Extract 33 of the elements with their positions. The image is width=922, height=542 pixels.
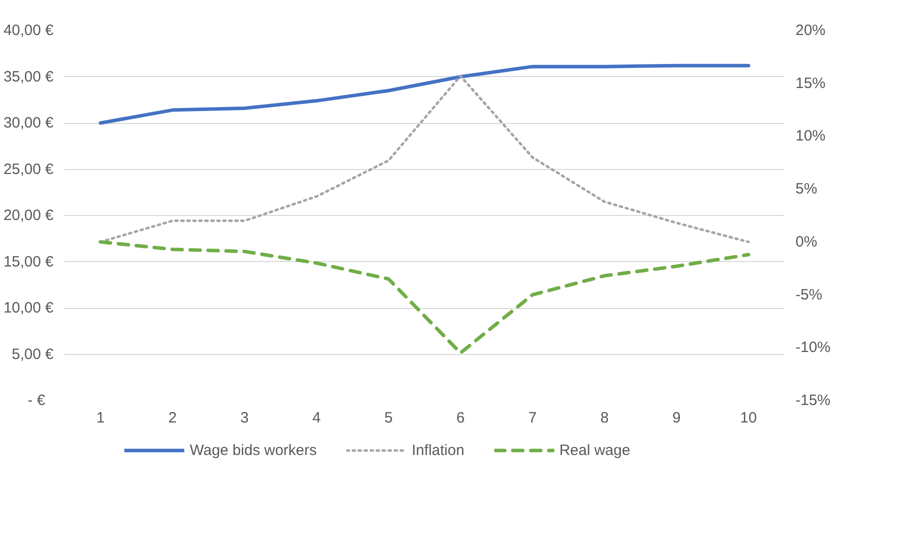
y2-tick-label: 10% bbox=[796, 128, 826, 145]
y2-tick-label: -15% bbox=[796, 392, 831, 409]
x-tick-label: 5 bbox=[384, 410, 393, 426]
x-tick-label: 3 bbox=[240, 410, 249, 426]
y2-tick-label: 5% bbox=[796, 180, 818, 198]
y-tick-label: 20,00 € bbox=[3, 207, 54, 224]
x-tick-label: 2 bbox=[168, 410, 177, 426]
x-tick-label: 6 bbox=[456, 410, 465, 426]
y2-tick-label: -10% bbox=[796, 339, 831, 356]
y-tick-label: 30,00 € bbox=[3, 114, 54, 132]
x-tick-label: 9 bbox=[672, 410, 681, 426]
y-tick-label: 10,00 € bbox=[3, 300, 54, 316]
y-tick-label: 15,00 € bbox=[3, 253, 54, 270]
y2-tick-label: 20% bbox=[796, 22, 826, 39]
x-tick-label: 4 bbox=[312, 410, 321, 426]
y2-tick-label: -5% bbox=[796, 286, 822, 304]
line-series bbox=[99, 74, 750, 244]
legend-label: Real wage bbox=[559, 442, 630, 458]
y-tick-label: 25,00 € bbox=[3, 160, 54, 178]
x-tick-label: 7 bbox=[528, 410, 537, 426]
x-tick-label: 1 bbox=[96, 410, 105, 426]
legend-label: Inflation bbox=[412, 442, 464, 458]
y-tick-label: 35,00 € bbox=[3, 68, 54, 86]
line-series bbox=[98, 64, 750, 125]
line-series bbox=[98, 240, 750, 355]
y2-tick-label: 0% bbox=[796, 233, 818, 250]
y-tick-label: 40,00 € bbox=[3, 22, 54, 39]
legend-label: Wage bids workers bbox=[190, 442, 317, 458]
x-tick-label: 10 bbox=[740, 410, 757, 426]
y-tick-label: 5,00 € bbox=[12, 346, 54, 363]
y-tick-label: - € bbox=[28, 392, 46, 409]
x-tick-label: 8 bbox=[600, 410, 609, 426]
y2-tick-label: 15% bbox=[796, 74, 826, 92]
